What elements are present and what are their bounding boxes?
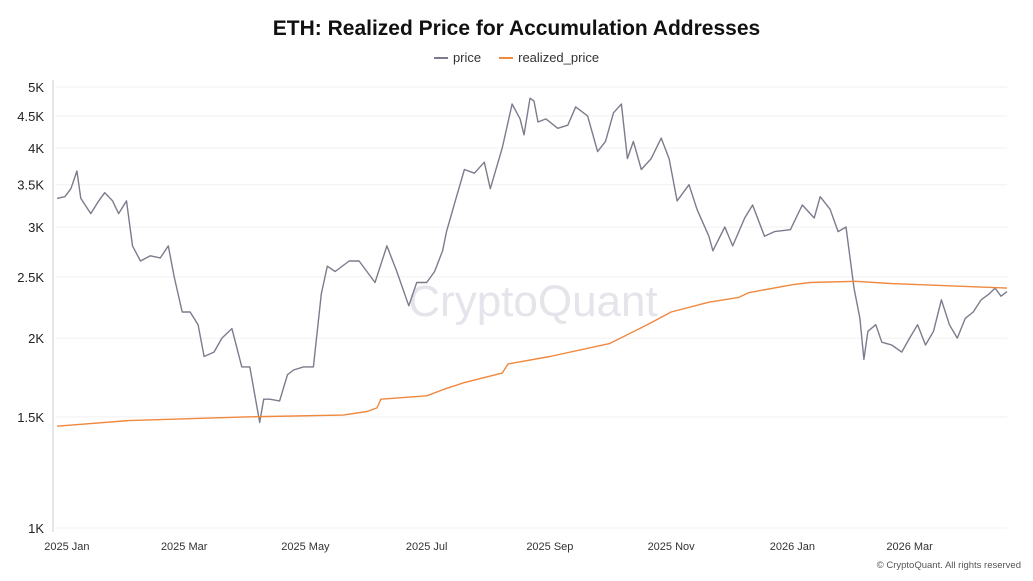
- watermark: CryptoQuant: [408, 277, 657, 326]
- x-tick-label: 2025 Jan: [44, 541, 89, 553]
- legend: price realized_price: [0, 50, 1033, 65]
- y-tick-label: 2.5K: [17, 270, 44, 285]
- x-tick-label: 2025 Nov: [648, 541, 696, 553]
- x-tick-label: 2025 Jul: [406, 541, 448, 553]
- chart-title: ETH: Realized Price for Accumulation Add…: [272, 17, 761, 40]
- y-tick-label: 3K: [28, 220, 44, 235]
- legend-swatch-price: [433, 56, 448, 59]
- legend-item-realized-price[interactable]: realized_price: [499, 50, 599, 65]
- x-tick-label: 2025 Mar: [161, 541, 208, 553]
- y-tick-label: 1K: [28, 521, 44, 536]
- x-tick-label: 2025 Sep: [526, 541, 573, 553]
- legend-swatch-realized-price: [499, 56, 514, 59]
- series-line-realized-price: [56, 280, 1008, 427]
- x-tick-label: 2025 May: [281, 541, 330, 553]
- y-tick-label: 4K: [28, 141, 44, 156]
- copyright-footer: © CryptoQuant. All rights reserved: [876, 560, 1021, 571]
- y-tick-label: 3.5K: [17, 178, 44, 193]
- legend-item-price[interactable]: price: [433, 50, 482, 65]
- x-tick-label: 2026 Mar: [886, 541, 933, 553]
- legend-label: realized_price: [518, 50, 600, 65]
- y-tick-label: 1.5K: [17, 410, 44, 425]
- y-tick-label: 2K: [28, 331, 44, 346]
- y-tick-label: 4.5K: [17, 109, 44, 124]
- series-line-price: [56, 97, 1008, 424]
- y-tick-label: 5K: [28, 80, 44, 95]
- legend-label: price: [452, 50, 482, 65]
- x-tick-label: 2026 Jan: [770, 541, 815, 553]
